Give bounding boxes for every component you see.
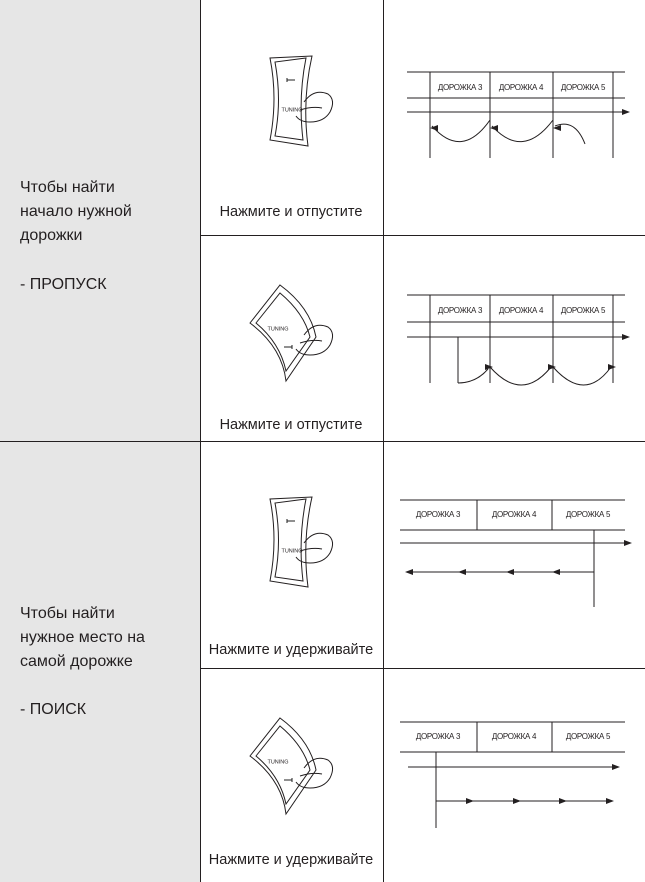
arrowhead (552, 569, 560, 575)
description-line: самой дорожке (20, 653, 133, 670)
arrowhead (513, 798, 521, 804)
description-line: Чтобы найти (20, 179, 115, 196)
mode-label: - ПОИСК (20, 701, 87, 718)
button-label: TUNING (281, 107, 302, 113)
arrowhead (612, 764, 620, 770)
arrowhead (553, 125, 561, 131)
diagram-curve (431, 119, 491, 142)
caption: Нажмите и удерживайте (209, 852, 373, 868)
button-icon (284, 345, 293, 349)
button-body (249, 717, 317, 816)
caption: Нажмите и отпустите (220, 417, 363, 433)
arrowhead (485, 364, 493, 370)
caption: Нажмите и отпустите (220, 204, 363, 220)
track-label: ДОРОЖКА 4 (492, 510, 537, 519)
description-line: начало нужной (20, 203, 132, 220)
description-line: нужное место на (20, 629, 145, 646)
track-label: ДОРОЖКА 5 (561, 306, 606, 315)
track-label: ДОРОЖКА 3 (438, 83, 483, 92)
arrowhead (430, 125, 438, 131)
description-line: Чтобы найти (20, 605, 115, 622)
arrowhead (622, 334, 630, 340)
arrowhead (559, 798, 567, 804)
diagram-curve (457, 368, 489, 384)
button-label: TUNING (281, 548, 302, 554)
button-face (255, 725, 311, 806)
track-label: ДОРОЖКА 3 (416, 732, 461, 741)
diagram-curve (491, 119, 554, 142)
button-body (269, 496, 313, 588)
hand (295, 324, 334, 356)
arrowhead (458, 569, 466, 575)
diagram-curve (554, 123, 586, 145)
button-face (274, 57, 307, 141)
track-label: ДОРОЖКА 5 (566, 732, 611, 741)
hand (295, 532, 334, 564)
arrowhead (622, 109, 630, 115)
track-label: ДОРОЖКА 4 (499, 306, 544, 315)
arrowhead (608, 364, 616, 370)
button-body (269, 55, 313, 147)
track-label: ДОРОЖКА 3 (416, 510, 461, 519)
diagram-curve (552, 366, 612, 386)
description-line: дорожки (20, 227, 83, 244)
button-face (274, 498, 307, 582)
button-icon (286, 519, 295, 523)
hand (295, 91, 334, 123)
track-label: ДОРОЖКА 4 (499, 83, 544, 92)
button-label: TUNING (267, 759, 288, 765)
mode-label: - ПРОПУСК (20, 276, 107, 293)
button-face (255, 292, 311, 373)
caption: Нажмите и удерживайте (209, 642, 373, 658)
arrowhead (624, 540, 632, 546)
arrowhead (405, 569, 413, 575)
track-label: ДОРОЖКА 5 (566, 510, 611, 519)
button-icon (284, 778, 293, 782)
track-label: ДОРОЖКА 3 (438, 306, 483, 315)
arrowhead (606, 798, 614, 804)
arrowhead (490, 125, 498, 131)
arrowhead (466, 798, 474, 804)
arrowhead (548, 364, 556, 370)
button-icon (286, 78, 295, 82)
button-body (249, 284, 317, 383)
track-label: ДОРОЖКА 4 (492, 732, 537, 741)
arrowhead (506, 569, 514, 575)
button-label: TUNING (267, 326, 288, 332)
hand (295, 757, 334, 789)
track-label: ДОРОЖКА 5 (561, 83, 606, 92)
diagram-curve (489, 366, 552, 386)
